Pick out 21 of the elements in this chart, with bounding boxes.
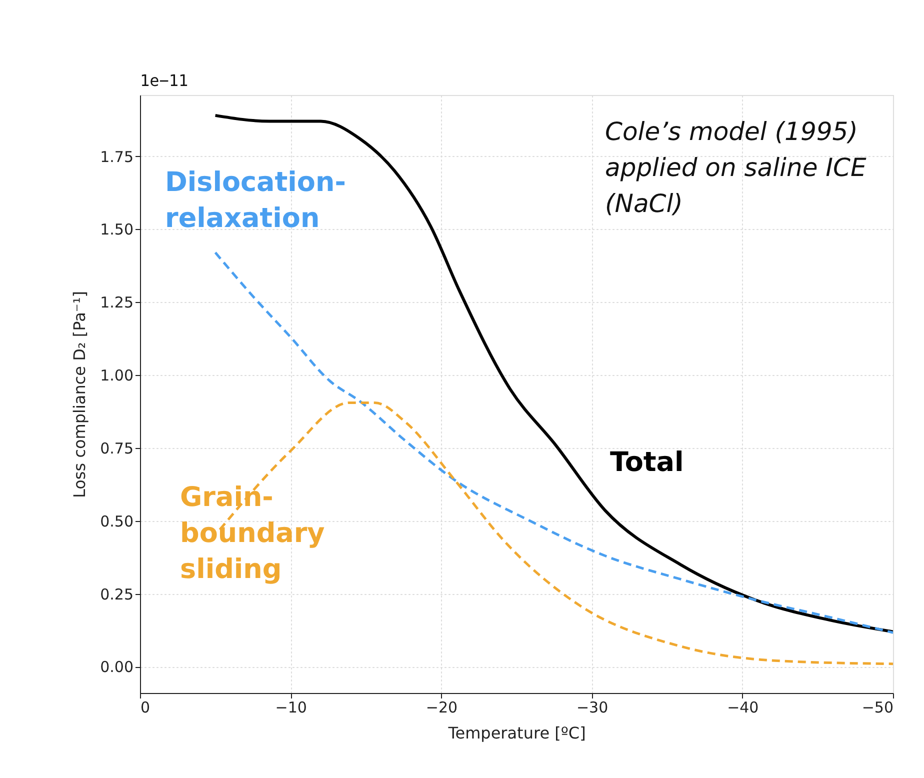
series-label: Total (610, 447, 684, 478)
y-tick-label: 0.25 (100, 585, 134, 604)
x-tick-label: −20 (426, 698, 458, 716)
y-tick-label: 0.00 (100, 658, 134, 676)
x-tick-label: 0 (140, 698, 150, 716)
text: 1e−11 (140, 71, 188, 90)
x-tick-label: −30 (576, 698, 608, 716)
y-tick-label: 0.75 (100, 439, 134, 458)
y-tick-label: 1.50 (100, 220, 134, 239)
x-tick-label: −40 (727, 698, 759, 716)
series-label: Grain- boundary sliding (180, 482, 326, 585)
y-tick-label: 0.50 (100, 512, 134, 530)
x-tick-label: −50 (862, 698, 894, 716)
y-axis-title: Loss compliance D₂ [Pa⁻¹] (70, 291, 90, 498)
x-tick-label: −10 (275, 698, 307, 716)
x-axis-title: Temperature [ºC] (447, 724, 586, 742)
y-tick-label: 1.00 (100, 366, 134, 385)
y-tick-label: 1.75 (100, 148, 134, 166)
y-tick-label: 1.25 (100, 294, 134, 312)
annotation: Cole’s model (1995) applied on saline ICE (NaCl) (605, 117, 866, 218)
series-label: Dislocation- relaxation (165, 167, 346, 234)
